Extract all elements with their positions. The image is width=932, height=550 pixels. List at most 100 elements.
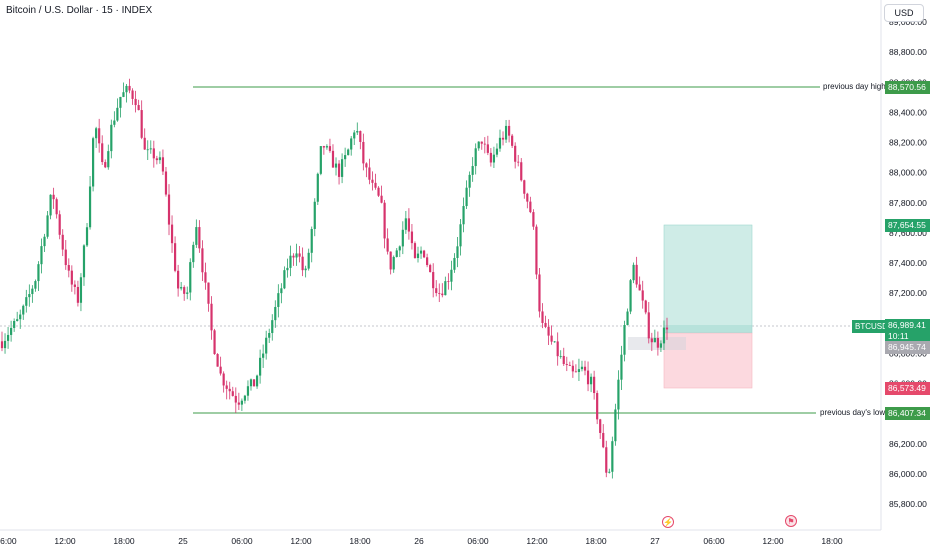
candle — [204, 272, 207, 283]
candle — [22, 305, 25, 315]
candle — [98, 128, 101, 144]
candle — [122, 92, 125, 97]
candle — [67, 265, 70, 271]
candle — [626, 311, 629, 326]
candle — [307, 252, 310, 269]
candle — [459, 224, 462, 247]
candle — [371, 179, 374, 183]
bar-countdown: 10:11 — [888, 331, 909, 341]
candle — [653, 338, 656, 343]
candle — [82, 245, 86, 278]
candle — [334, 163, 338, 168]
candle — [298, 253, 301, 257]
candle — [559, 355, 562, 357]
time-tick-label: 06:00 — [467, 536, 489, 546]
candle — [164, 171, 168, 195]
candle — [292, 255, 295, 258]
candle — [113, 120, 116, 125]
candle — [234, 395, 237, 403]
candle — [404, 218, 407, 230]
candle — [553, 341, 556, 343]
time-tick-label: 12:00 — [762, 536, 784, 546]
candle — [0, 341, 4, 349]
candle — [453, 257, 456, 270]
candle — [432, 272, 435, 289]
symbol-badge: BTCUSD — [852, 320, 891, 333]
long-position-target-zone[interactable] — [663, 224, 753, 334]
time-tick-label: 26 — [414, 536, 424, 546]
candle — [198, 227, 201, 249]
candle — [547, 326, 550, 336]
candle — [49, 194, 52, 216]
candle — [426, 257, 429, 266]
candle — [79, 277, 83, 303]
candle — [562, 355, 565, 364]
candle — [580, 366, 584, 370]
candle — [419, 250, 423, 254]
candle — [395, 250, 398, 257]
candle — [28, 294, 31, 298]
candle — [359, 131, 362, 142]
candle — [331, 150, 335, 168]
candle — [538, 274, 541, 312]
candle — [556, 341, 559, 357]
candle — [173, 243, 177, 271]
candle — [583, 366, 587, 371]
lightning-icon[interactable]: ⚡ — [662, 516, 674, 528]
candle — [61, 234, 64, 250]
candle — [104, 162, 107, 168]
candle — [365, 163, 368, 168]
candle — [301, 256, 304, 271]
candle — [271, 320, 274, 334]
candle — [514, 145, 517, 162]
candle — [480, 141, 483, 144]
candle — [593, 376, 596, 394]
candle — [532, 212, 535, 227]
price-tick-label: 88,400.00 — [889, 107, 927, 117]
candle — [137, 105, 140, 111]
candle — [535, 226, 538, 275]
candle — [477, 141, 480, 149]
candle — [504, 125, 508, 140]
price-tick-label: 89,000.00 — [889, 17, 927, 27]
candle — [541, 311, 544, 323]
candle — [368, 167, 371, 180]
candle — [101, 143, 104, 163]
candle — [602, 432, 605, 448]
time-tick-label: 12:00 — [54, 536, 76, 546]
candle — [286, 267, 289, 271]
us-flag-icon[interactable]: ⚑ — [785, 515, 797, 527]
time-tick-label: 06:00 — [231, 536, 253, 546]
price-tick-label: 87,600.00 — [889, 228, 927, 238]
candle — [605, 447, 608, 473]
candle — [119, 96, 122, 108]
candle — [207, 282, 210, 304]
price-tick-label: 86,200.00 — [889, 439, 927, 449]
price-tick-label: 88,000.00 — [889, 168, 927, 178]
currency-button[interactable]: USD — [884, 4, 924, 22]
candle — [216, 354, 219, 367]
previous-day-high-badge: 88,570.56 — [885, 81, 930, 94]
time-tick-label: 12:00 — [290, 536, 312, 546]
target-price-badge: 87,654.55 — [885, 219, 930, 232]
candle — [511, 135, 514, 146]
current-price-badge: 86,989.41 10:11 — [885, 319, 930, 343]
candle — [486, 144, 489, 153]
candle — [441, 293, 444, 296]
candle — [146, 149, 149, 151]
price-tick-label: 86,000.00 — [889, 469, 927, 479]
candle — [438, 293, 441, 294]
candle — [383, 202, 386, 239]
candle — [25, 297, 28, 306]
candle — [295, 253, 298, 258]
candle — [222, 373, 225, 386]
candle — [489, 152, 492, 163]
candle — [213, 330, 216, 355]
candle — [149, 148, 152, 150]
candle — [43, 236, 46, 247]
time-tick-label: 18:00 — [113, 536, 135, 546]
candle — [152, 148, 155, 159]
candle — [474, 148, 477, 167]
